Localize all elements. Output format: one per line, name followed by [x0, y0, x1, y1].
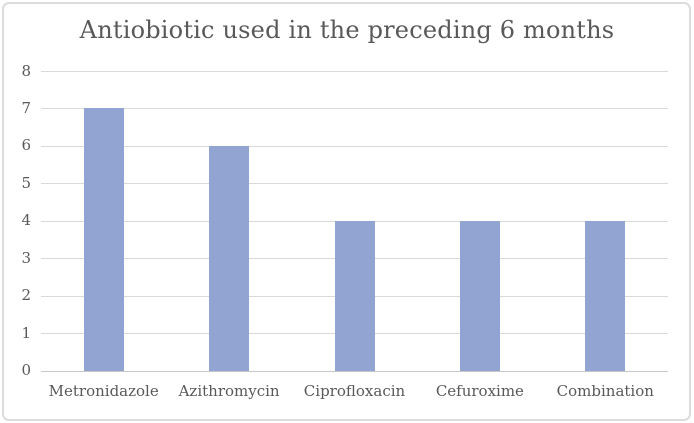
y-axis-tick-label: 3 — [21, 248, 31, 267]
y-axis-tick-label: 1 — [21, 323, 31, 342]
y-axis-tick-label: 2 — [21, 286, 31, 305]
x-axis-category-label: Combination — [556, 382, 654, 400]
y-axis-tick-label: 0 — [21, 361, 31, 379]
bar-combination — [585, 220, 626, 371]
x-axis-category-label: Ciprofloxacin — [303, 382, 406, 400]
gridline — [41, 183, 668, 185]
bar-metronidazole — [83, 108, 124, 371]
y-axis-tick-label: 8 — [21, 61, 31, 80]
gridline — [41, 108, 668, 110]
x-axis-category-label: Azithromycin — [178, 382, 280, 400]
bar-azithromycin — [209, 145, 250, 371]
chart-title: Antiobiotic used in the preceding 6 mont… — [79, 16, 615, 44]
bar-cefuroxime — [459, 220, 500, 371]
y-axis-tick-label: 5 — [21, 173, 31, 192]
x-axis-category-label: Cefuroxime — [435, 382, 524, 400]
y-axis-tick-label: 7 — [21, 98, 31, 117]
bar-ciprofloxacin — [334, 220, 375, 371]
y-axis-tick-label: 4 — [21, 211, 31, 230]
gridline — [41, 145, 668, 147]
gridline — [41, 71, 668, 72]
x-axis-category-label: Metronidazole — [48, 382, 159, 400]
x-axis-line — [41, 370, 668, 372]
y-axis-tick-label: 6 — [21, 136, 31, 155]
